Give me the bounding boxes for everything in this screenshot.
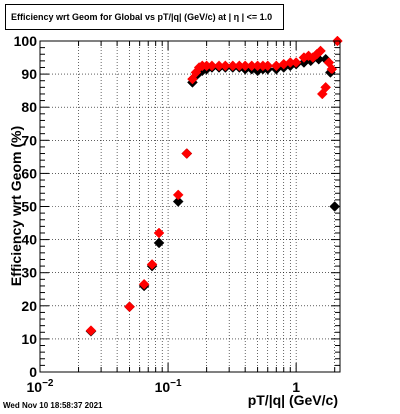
data-series xyxy=(85,35,343,337)
data-point xyxy=(138,278,150,290)
y-tick-label: 90 xyxy=(21,66,37,82)
y-tick-label: 20 xyxy=(21,298,37,314)
y-tick-label: 30 xyxy=(21,265,37,281)
data-point xyxy=(124,301,135,313)
grid-lines xyxy=(40,41,340,372)
data-point xyxy=(85,325,97,336)
data-point xyxy=(262,60,274,72)
y-tick-label: 10 xyxy=(21,331,37,347)
x-tick-label: 1 xyxy=(292,379,300,395)
y-tick-label: 100 xyxy=(14,33,38,49)
y-tick-label: 80 xyxy=(21,99,37,115)
timestamp: Wed Nov 10 18:58:37 2021 xyxy=(3,401,103,410)
data-point xyxy=(181,148,193,159)
y-tick-label: 40 xyxy=(21,232,37,248)
data-point xyxy=(219,60,231,72)
x-axis-label: pT/|q| (GeV/c) xyxy=(248,392,338,408)
axes: 0 10 20 30 40 50 60 70 80 90 100 10−2 10−1 1 xyxy=(14,33,340,395)
data-point xyxy=(315,45,326,57)
chart-title-box: Efficiency wrt Geom for Global vs pT/|q|… xyxy=(5,4,284,30)
series-1 xyxy=(85,35,343,336)
data-point xyxy=(153,227,165,239)
data-point xyxy=(172,196,184,207)
y-tick-label: 60 xyxy=(21,165,37,181)
y-axis-label: Efficiency wrt Geom (%) xyxy=(8,126,24,286)
y-tick-label: 70 xyxy=(21,132,37,148)
data-point xyxy=(153,237,165,249)
data-point xyxy=(206,60,218,72)
data-point xyxy=(172,189,184,201)
chart-title: Efficiency wrt Geom for Global vs pT/|q|… xyxy=(11,12,273,22)
data-point xyxy=(146,259,158,270)
y-tick-label: 50 xyxy=(21,199,37,215)
y-tick-label: 0 xyxy=(29,364,37,380)
x-tick-label: 10−2 xyxy=(27,378,54,395)
data-point xyxy=(290,57,302,68)
data-point xyxy=(320,81,332,93)
x-tick-label: 10−1 xyxy=(155,378,182,395)
